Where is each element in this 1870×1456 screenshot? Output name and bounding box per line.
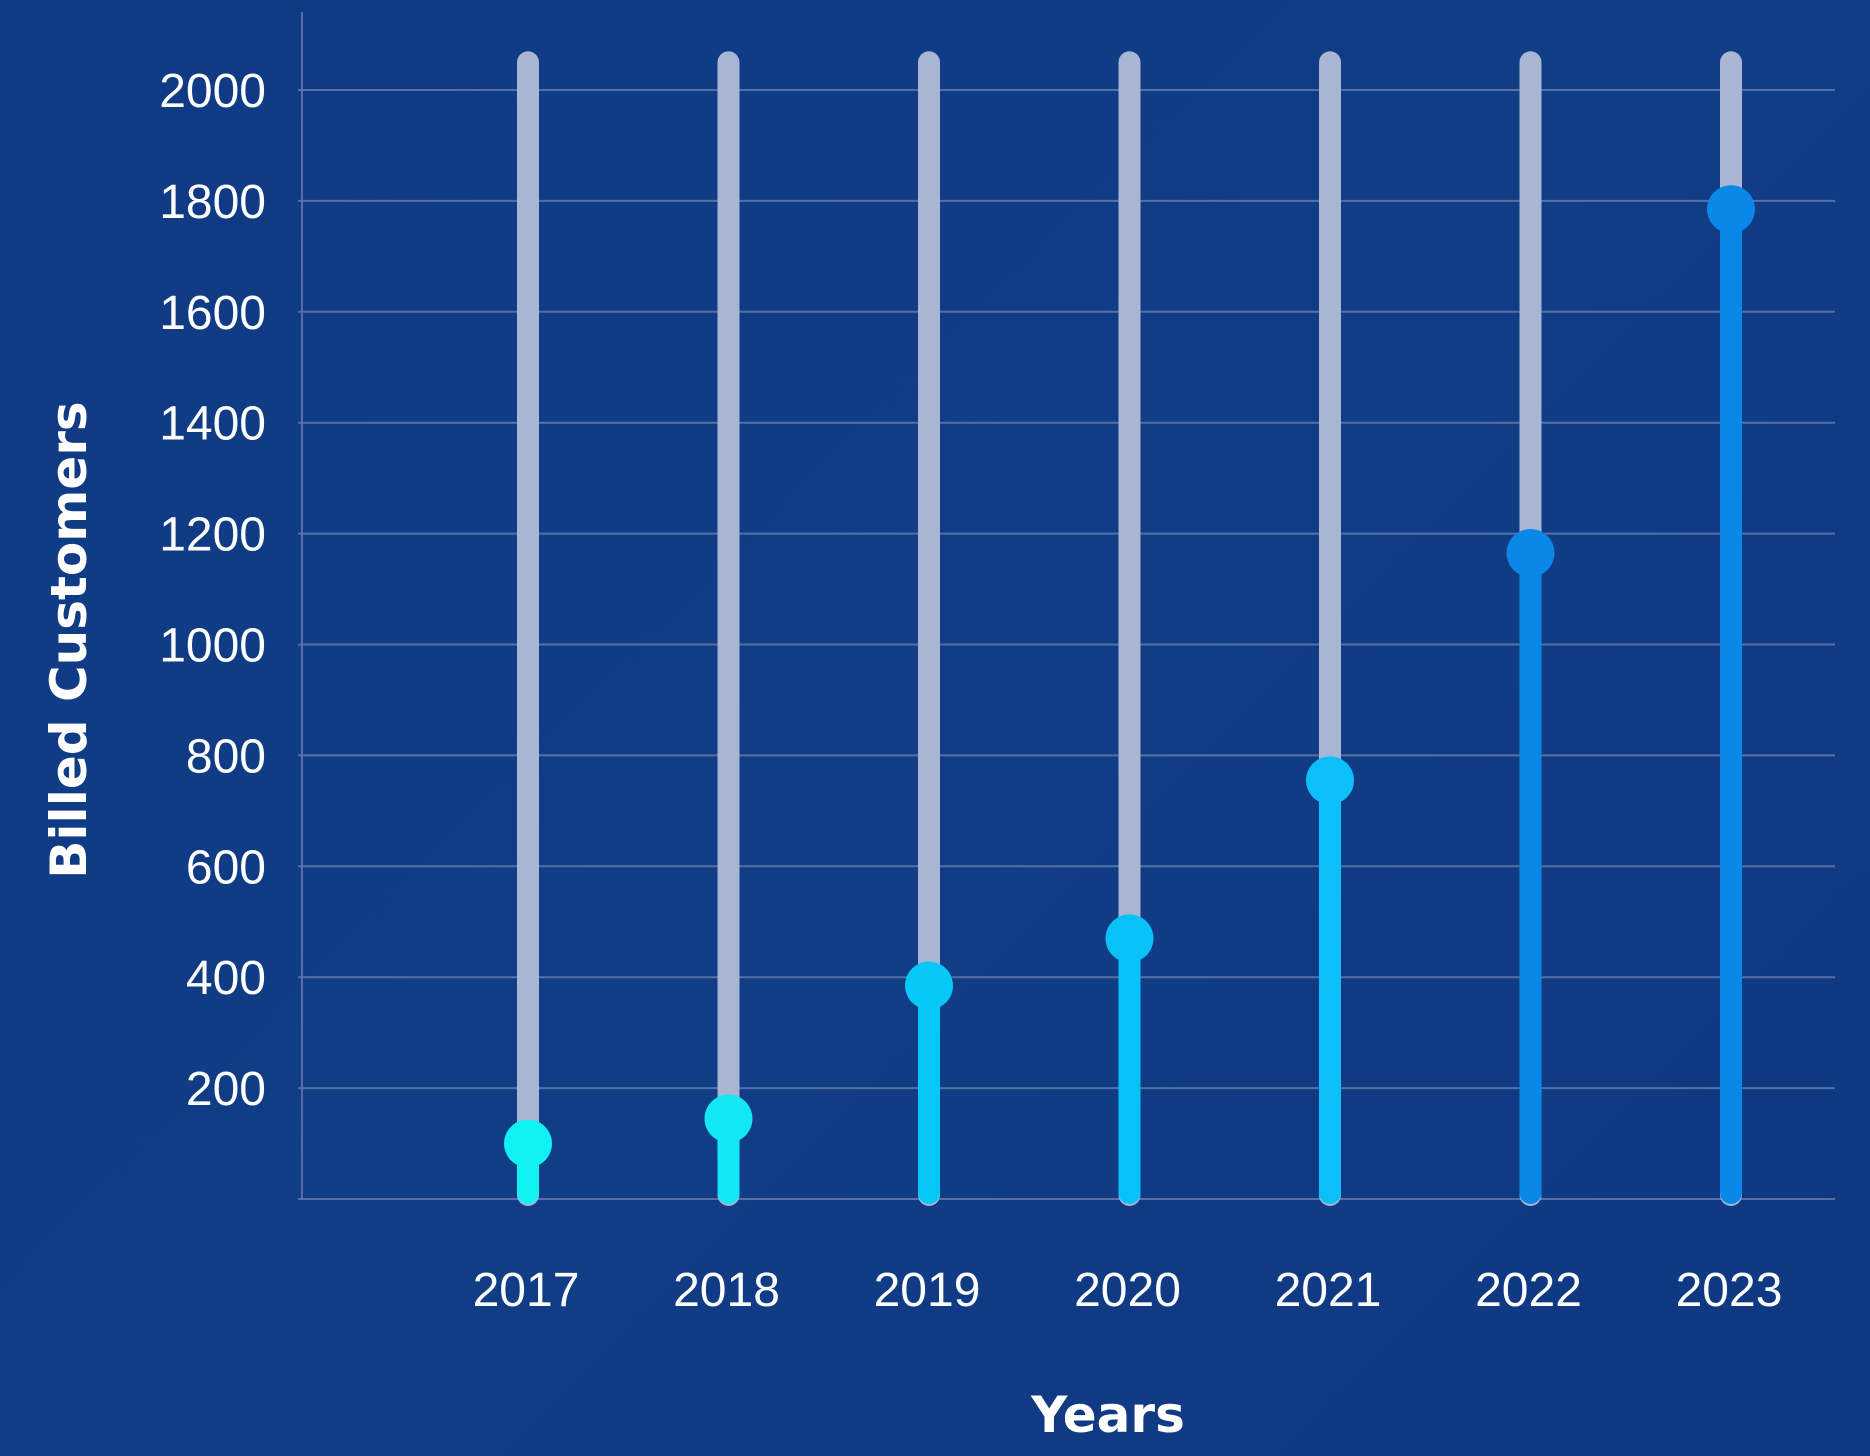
x-tick-label: 2021 [1275, 1264, 1382, 1317]
y-axis-title: Billed Customers [40, 401, 98, 878]
y-tick-label: 600 [186, 841, 266, 894]
x-tick-label: 2017 [473, 1264, 580, 1317]
y-tick-label: 1400 [159, 398, 266, 451]
bar-marker-2018 [704, 1094, 753, 1143]
x-tick-labels: 2017 2018 2019 2020 2021 2022 2023 [473, 1264, 1783, 1317]
bar-marker-2017 [504, 1119, 552, 1168]
x-tick-label: 2023 [1676, 1264, 1783, 1317]
bar-marker-2023 [1707, 185, 1755, 234]
x-tick-label: 2022 [1475, 1264, 1582, 1317]
bars [504, 51, 1755, 1206]
y-tick-label: 1800 [159, 176, 266, 229]
x-tick-label: 2018 [673, 1264, 780, 1317]
y-tick-label: 1000 [159, 620, 266, 673]
x-axis-title: Years [1030, 1386, 1185, 1444]
y-tick-labels: 200 400 600 800 1000 1200 1400 1600 1800 2000 [159, 65, 266, 1116]
x-tick-label: 2019 [874, 1264, 981, 1317]
bar-marker-2022 [1506, 529, 1555, 578]
bar-marker-2019 [905, 961, 953, 1010]
y-tick-label: 1200 [159, 509, 266, 562]
y-tick-label: 2000 [159, 65, 266, 118]
x-tick-label: 2020 [1074, 1264, 1181, 1317]
bar-marker-2021 [1306, 756, 1354, 805]
y-tick-label: 1600 [159, 287, 266, 340]
y-tick-label: 200 [186, 1063, 266, 1116]
y-tick-label: 800 [186, 730, 266, 783]
bar-marker-2020 [1105, 914, 1154, 963]
y-tick-label: 400 [186, 952, 266, 1005]
grid-lines [298, 89, 1835, 1090]
